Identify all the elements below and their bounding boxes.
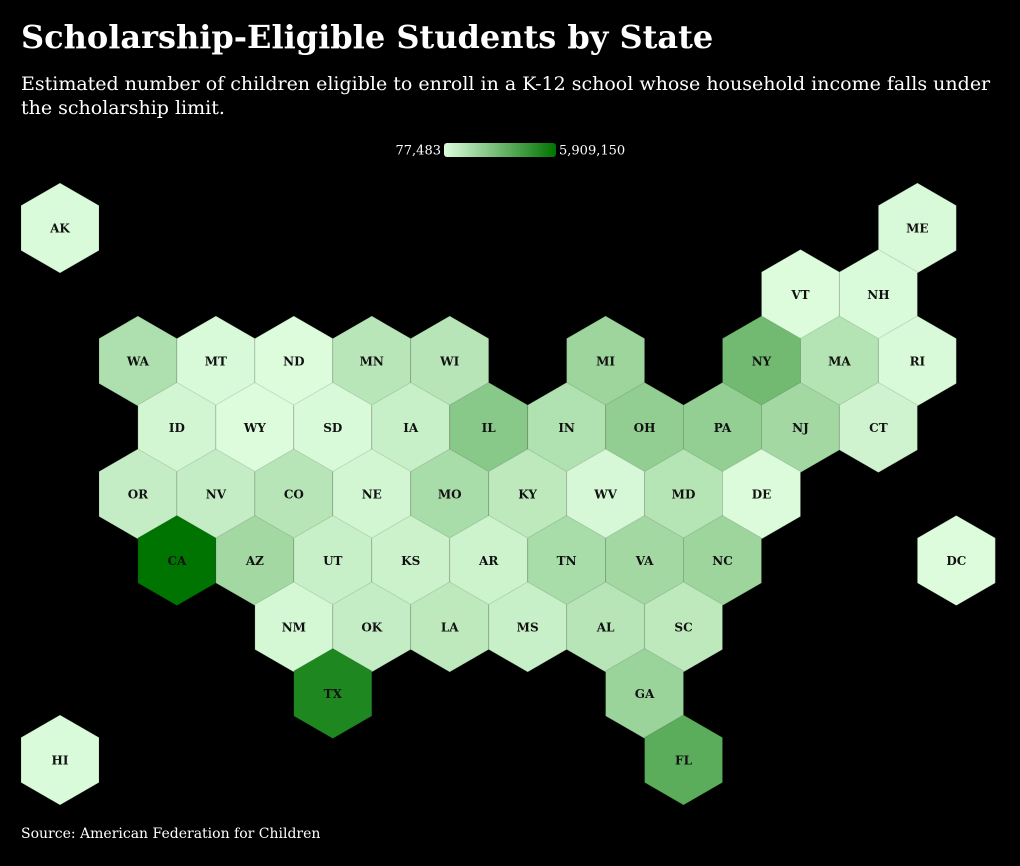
source: Source: American Federation for Children (21, 826, 321, 842)
state-hex (20, 182, 100, 274)
state-label: GA (635, 687, 655, 701)
state-hex (20, 714, 100, 806)
state-label: MN (360, 355, 384, 369)
state-label: MS (517, 621, 539, 635)
state-label: SC (674, 621, 692, 635)
state-label: AL (596, 621, 615, 635)
state-label: NE (362, 488, 382, 502)
colorbar-min-label: 77,483 (396, 144, 442, 159)
state-label: WI (439, 355, 459, 369)
state-label: MI (596, 355, 615, 369)
state-label: FL (675, 754, 693, 768)
state-label: NY (752, 355, 772, 369)
state-label: PA (714, 421, 732, 435)
state-label: IA (403, 421, 419, 435)
state-label: MO (438, 488, 462, 502)
state-label: NC (712, 554, 733, 568)
state-label: AZ (245, 554, 264, 568)
state-label: KY (518, 488, 537, 502)
state-label: OR (128, 488, 149, 502)
state-label: TN (557, 554, 577, 568)
state-label: MD (672, 488, 696, 502)
state-label: OK (361, 621, 382, 635)
state-hex (293, 647, 373, 740)
state-label: MT (205, 355, 227, 369)
colorbar-max-label: 5,909,150 (559, 144, 625, 159)
state-label: IN (558, 421, 575, 435)
subtitle: Estimated number of children eligible to… (21, 73, 991, 119)
colorbar (444, 143, 556, 157)
state-label: VT (790, 288, 809, 302)
state-label: MA (828, 355, 851, 369)
state-hex (916, 514, 996, 607)
state-label: VA (635, 554, 654, 568)
state-label: NV (206, 488, 227, 502)
state-label: CT (869, 421, 888, 435)
state-label: WY (243, 421, 266, 435)
state-label: NJ (792, 421, 809, 435)
state-label: DC (946, 554, 966, 568)
state-label: KS (401, 554, 420, 568)
state-hex (644, 714, 723, 806)
state-label: SD (323, 421, 342, 435)
state-label: ME (906, 222, 928, 236)
state-label: ND (283, 355, 304, 369)
state-label: OH (634, 421, 656, 435)
state-label: CA (167, 554, 187, 568)
state-label: CO (284, 488, 304, 502)
state-label: TX (324, 687, 343, 701)
state-label: AR (478, 554, 499, 568)
state-label: WV (593, 488, 617, 502)
state-label: IL (482, 421, 497, 435)
state-label: DE (752, 488, 772, 502)
state-label: WA (126, 355, 150, 369)
state-hex (838, 381, 918, 474)
state-label: AK (49, 222, 70, 236)
state-label: HI (52, 754, 69, 768)
state-label: UT (323, 554, 342, 568)
state-label: RI (910, 355, 926, 369)
state-label: NH (867, 288, 889, 302)
state-label: NM (282, 621, 306, 635)
state-label: LA (441, 621, 459, 635)
state-label: ID (169, 421, 185, 435)
title: Scholarship-Eligible Students by State (21, 18, 714, 56)
